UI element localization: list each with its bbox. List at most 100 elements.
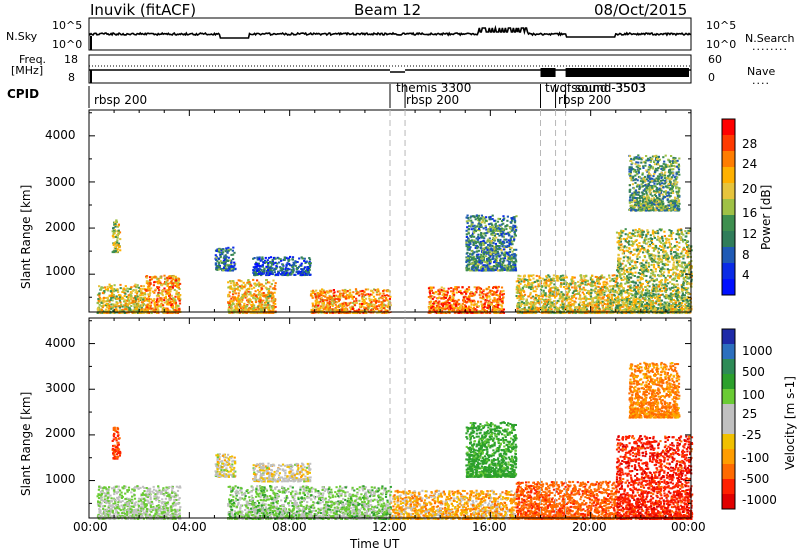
data-cell bbox=[532, 274, 535, 277]
data-cell bbox=[263, 304, 266, 307]
data-cell bbox=[476, 216, 479, 219]
data-cell bbox=[257, 272, 260, 275]
data-cell bbox=[219, 253, 222, 256]
data-cell bbox=[125, 308, 128, 311]
data-cell bbox=[318, 310, 321, 313]
data-cell bbox=[472, 225, 475, 228]
data-cell bbox=[270, 283, 273, 286]
data-cell bbox=[480, 232, 483, 234]
data-cell bbox=[595, 280, 599, 282]
data-cell bbox=[446, 291, 449, 294]
data-cell bbox=[260, 301, 263, 304]
data-cell bbox=[607, 293, 610, 296]
data-cell bbox=[114, 241, 117, 244]
data-cell bbox=[428, 308, 431, 311]
data-cell bbox=[452, 297, 455, 300]
data-cell bbox=[492, 236, 495, 239]
data-cell bbox=[114, 297, 117, 300]
data-cell bbox=[577, 280, 580, 283]
data-cell bbox=[344, 288, 347, 291]
data-cell bbox=[268, 300, 271, 303]
data-cell bbox=[227, 310, 231, 313]
data-cell bbox=[487, 248, 491, 251]
data-cell bbox=[513, 253, 516, 256]
data-cell bbox=[131, 299, 134, 302]
data-cell bbox=[551, 293, 554, 296]
data-cell bbox=[478, 243, 482, 246]
data-cell bbox=[494, 253, 497, 256]
data-cell bbox=[547, 303, 550, 306]
data-cell bbox=[482, 257, 485, 260]
data-cell bbox=[137, 312, 140, 314]
data-cell bbox=[429, 297, 432, 300]
data-cell bbox=[122, 287, 125, 290]
data-cell bbox=[230, 303, 233, 306]
data-cell bbox=[291, 256, 295, 259]
data-cell bbox=[137, 296, 140, 299]
data-cell bbox=[484, 301, 487, 304]
data-cell bbox=[558, 297, 561, 300]
data-cell bbox=[447, 298, 451, 301]
data-cell bbox=[449, 304, 452, 307]
data-cell bbox=[268, 295, 271, 298]
data-cell bbox=[514, 234, 517, 237]
data-cell bbox=[609, 300, 612, 303]
data-cell bbox=[269, 268, 272, 271]
data-cell bbox=[229, 263, 233, 266]
data-cell bbox=[548, 275, 551, 278]
data-cell bbox=[345, 295, 348, 298]
data-cell bbox=[310, 293, 313, 296]
data-cell bbox=[239, 297, 242, 300]
data-cell bbox=[494, 258, 497, 261]
data-cell bbox=[546, 309, 549, 312]
data-cell bbox=[521, 300, 524, 303]
data-cell bbox=[268, 274, 271, 276]
data-cell bbox=[260, 293, 263, 296]
data-cell bbox=[489, 253, 492, 255]
data-cell bbox=[160, 302, 163, 305]
data-cell bbox=[249, 299, 252, 301]
data-cell bbox=[170, 294, 173, 297]
data-cell bbox=[520, 278, 523, 281]
data-cell bbox=[553, 300, 556, 303]
data-cell bbox=[119, 301, 122, 304]
data-cell bbox=[161, 294, 164, 297]
data-cell bbox=[482, 227, 485, 230]
data-cell bbox=[158, 289, 161, 292]
data-cell bbox=[554, 287, 557, 290]
data-cell bbox=[256, 262, 259, 265]
data-cell bbox=[303, 266, 306, 269]
data-cell bbox=[497, 252, 500, 255]
data-cell bbox=[496, 247, 499, 250]
data-cell bbox=[247, 293, 250, 296]
data-cell bbox=[266, 259, 269, 262]
data-cell bbox=[449, 308, 452, 311]
data-cell bbox=[437, 297, 440, 300]
data-cell bbox=[555, 307, 558, 310]
data-cell bbox=[571, 282, 574, 285]
data-cell bbox=[285, 257, 288, 260]
data-cell bbox=[178, 308, 181, 311]
data-cell bbox=[431, 308, 434, 311]
data-cell bbox=[342, 303, 345, 306]
data-cell bbox=[356, 291, 359, 294]
data-cell bbox=[286, 267, 290, 270]
data-cell bbox=[288, 258, 291, 261]
data-cell bbox=[259, 268, 262, 271]
data-cell bbox=[379, 292, 382, 295]
data-cell bbox=[266, 264, 270, 266]
data-cell bbox=[367, 305, 370, 308]
data-cell bbox=[491, 214, 494, 217]
data-cell bbox=[482, 298, 485, 301]
data-cell bbox=[367, 304, 370, 306]
data-cell bbox=[477, 214, 480, 217]
data-cell bbox=[121, 310, 124, 313]
data-cell bbox=[488, 240, 491, 243]
data-cell bbox=[256, 270, 259, 272]
data-cell bbox=[556, 278, 559, 281]
data-cell bbox=[120, 311, 123, 314]
data-cell bbox=[497, 254, 500, 257]
data-cell bbox=[174, 310, 177, 313]
data-cell bbox=[467, 259, 470, 262]
